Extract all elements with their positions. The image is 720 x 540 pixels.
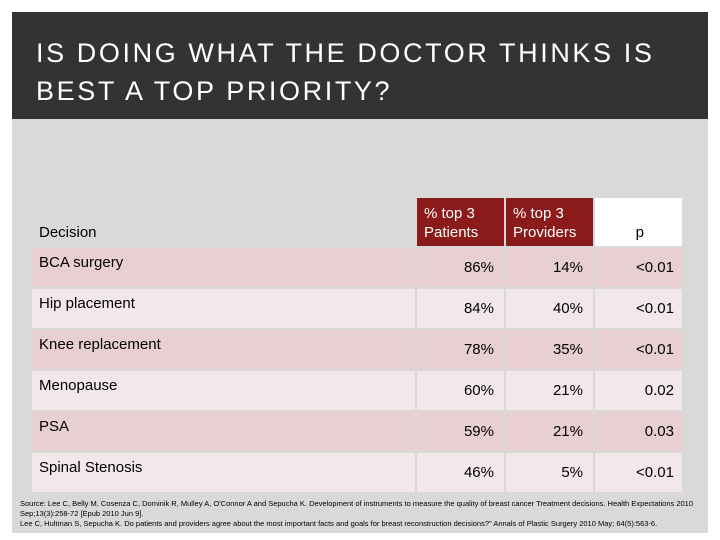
table-row: Menopause 60% 21% 0.02 (32, 371, 682, 410)
table-row: PSA 59% 21% 0.03 (32, 412, 682, 451)
header-patients: % top 3 Patients (417, 198, 504, 246)
cell-decision: Hip placement (32, 289, 415, 328)
title-line-2: BEST A TOP PRIORITY? (36, 76, 393, 106)
source-line-1: Source: Lee C, Belly M, Cosenza C, Domin… (20, 499, 694, 518)
cell-providers: 21% (506, 412, 593, 451)
table-row: Knee replacement 78% 35% <0.01 (32, 330, 682, 369)
cell-decision: Knee replacement (32, 330, 415, 369)
table-row: BCA surgery 86% 14% <0.01 (32, 248, 682, 287)
header-providers: % top 3 Providers (506, 198, 593, 246)
cell-patients: 78% (417, 330, 504, 369)
cell-patients: 46% (417, 453, 504, 492)
cell-providers: 14% (506, 248, 593, 287)
table-row: Hip placement 84% 40% <0.01 (32, 289, 682, 328)
cell-patients: 59% (417, 412, 504, 451)
cell-decision: Menopause (32, 371, 415, 410)
header-p: p (595, 198, 682, 246)
cell-decision: Spinal Stenosis (32, 453, 415, 492)
header-providers-line1: % top 3 (513, 205, 564, 222)
cell-patients: 86% (417, 248, 504, 287)
cell-decision: PSA (32, 412, 415, 451)
cell-p: <0.01 (595, 289, 682, 328)
title-bar: IS DOING WHAT THE DOCTOR THINKS IS BEST … (12, 12, 708, 119)
header-providers-line2: Providers (513, 224, 577, 241)
title-line-1: IS DOING WHAT THE DOCTOR THINKS IS (36, 38, 655, 68)
header-patients-line1: % top 3 (424, 205, 475, 222)
cell-p: <0.01 (595, 330, 682, 369)
header-patients-line2: Patients (424, 224, 479, 241)
cell-providers: 35% (506, 330, 593, 369)
cell-p: 0.03 (595, 412, 682, 451)
header-decision: Decision (32, 198, 415, 246)
cell-p: <0.01 (595, 453, 682, 492)
cell-patients: 84% (417, 289, 504, 328)
cell-p: 0.02 (595, 371, 682, 410)
cell-patients: 60% (417, 371, 504, 410)
source-line-2: Lee C, Hultman S, Sepucha K. Do patients… (20, 519, 658, 528)
source-citation: Source: Lee C, Belly M, Cosenza C, Domin… (20, 499, 700, 529)
priority-table: Decision % top 3 Patients % top 3 Provid… (30, 196, 684, 494)
slide-title: IS DOING WHAT THE DOCTOR THINKS IS BEST … (36, 34, 684, 110)
cell-decision: BCA surgery (32, 248, 415, 287)
cell-p: <0.01 (595, 248, 682, 287)
cell-providers: 5% (506, 453, 593, 492)
cell-providers: 21% (506, 371, 593, 410)
table-header-row: Decision % top 3 Patients % top 3 Provid… (32, 198, 682, 246)
cell-providers: 40% (506, 289, 593, 328)
table-row: Spinal Stenosis 46% 5% <0.01 (32, 453, 682, 492)
